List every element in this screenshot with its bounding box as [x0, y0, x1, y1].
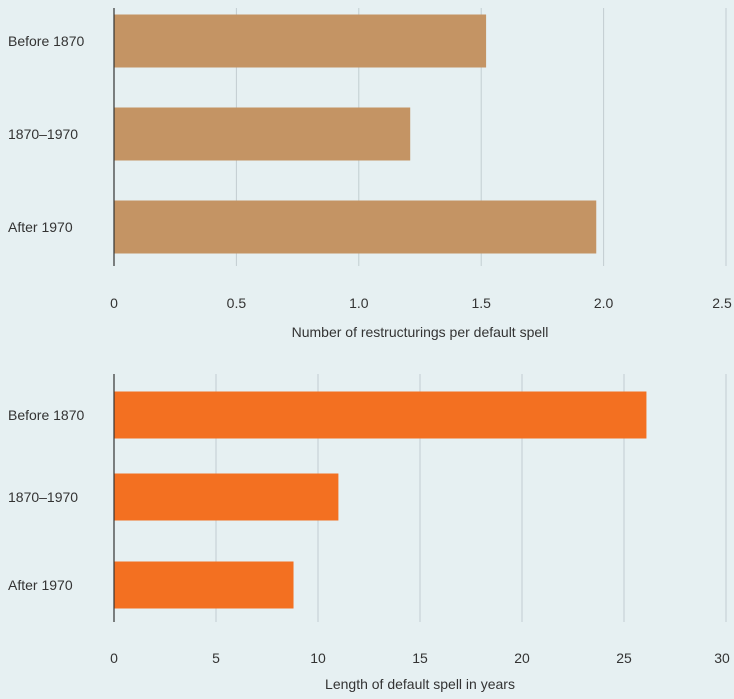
x-tick-label: 15: [412, 650, 428, 666]
category-label: 1870–1970: [8, 126, 78, 142]
x-axis-title: Length of default spell in years: [325, 676, 515, 692]
bar: [114, 14, 487, 68]
x-tick-label: 2.0: [594, 295, 614, 311]
x-tick-label: 0.5: [227, 295, 247, 311]
x-tick-label: 0: [110, 650, 118, 666]
chart-1: Before 1870 1870–1970 After 1970 0 0.5 1.0 1.5…: [8, 8, 732, 340]
x-tick-label: 1.0: [349, 295, 369, 311]
bar: [114, 391, 647, 439]
category-label: Before 1870: [8, 33, 84, 49]
x-tick-label: 25: [616, 650, 632, 666]
chart-2: Before 1870 1870–1970 After 1970 0 5 10 15 20 25…: [8, 374, 730, 692]
category-label: Before 1870: [8, 407, 84, 423]
x-tick-label: 5: [212, 650, 220, 666]
x-axis-title: Number of restructurings per default spe…: [292, 324, 549, 340]
bar: [114, 561, 294, 609]
x-tick-label: 10: [310, 650, 326, 666]
bar: [114, 200, 597, 254]
bar: [114, 473, 339, 521]
bar: [114, 107, 411, 161]
x-tick-label: 30: [714, 650, 730, 666]
category-label: 1870–1970: [8, 489, 78, 505]
x-tick-label: 20: [514, 650, 530, 666]
x-tick-label: 2.5: [712, 295, 732, 311]
category-label: After 1970: [8, 577, 73, 593]
x-tick-label: 1.5: [471, 295, 491, 311]
category-label: After 1970: [8, 219, 73, 235]
x-tick-label: 0: [110, 295, 118, 311]
